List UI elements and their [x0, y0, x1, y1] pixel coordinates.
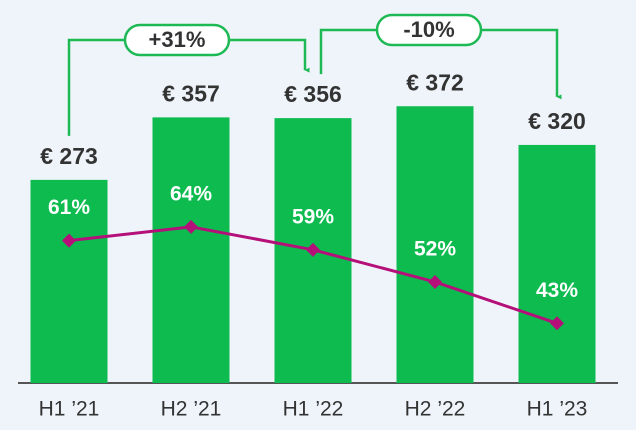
x-tick-label: H1 ’23 — [527, 398, 588, 421]
bar-value-label: € 357 — [162, 80, 220, 106]
line-marker — [184, 219, 198, 234]
annotation-pill — [375, 13, 483, 47]
bar — [152, 117, 230, 383]
x-tick-label: H2 ’22 — [405, 398, 466, 421]
bar-value-label: € 372 — [406, 69, 464, 95]
line-marker — [62, 233, 76, 248]
x-tick-label: H1 ’22 — [283, 398, 344, 421]
x-tick-label: H2 ’21 — [161, 398, 222, 421]
bar-value-label: € 320 — [528, 108, 586, 134]
x-tick-label: H1 ’21 — [39, 398, 100, 421]
annotation-label: +31% — [149, 27, 206, 52]
annotation-label: -10% — [403, 17, 454, 42]
line-marker — [306, 242, 320, 257]
annotation-pill — [123, 23, 231, 57]
line-marker — [550, 316, 564, 331]
line-value-label: 43% — [536, 279, 578, 302]
bar-value-label: € 273 — [40, 143, 98, 169]
bar — [30, 179, 108, 383]
bar — [396, 106, 474, 384]
line-value-label: 59% — [292, 205, 334, 228]
bar — [518, 144, 596, 383]
line-value-label: 52% — [414, 238, 456, 261]
line-value-label: 64% — [170, 182, 212, 205]
line-marker — [428, 274, 442, 289]
line-value-label: 61% — [48, 196, 90, 219]
bar-value-label: € 356 — [284, 81, 342, 107]
